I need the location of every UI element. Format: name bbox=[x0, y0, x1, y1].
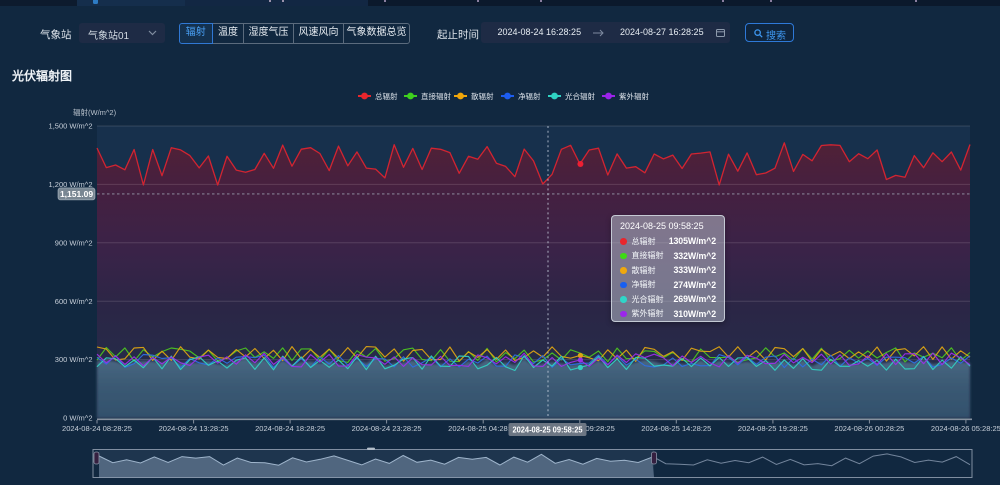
svg-text:1,200 W/m^2: 1,200 W/m^2 bbox=[49, 180, 93, 189]
svg-text:1,500 W/m^2: 1,500 W/m^2 bbox=[49, 122, 93, 131]
svg-text:2024-08-25 04:28:25: 2024-08-25 04:28:25 bbox=[448, 424, 518, 433]
svg-text:2024-08-24 08:28:25: 2024-08-24 08:28:25 bbox=[62, 424, 132, 433]
svg-text:散辐射: 散辐射 bbox=[471, 91, 494, 101]
svg-text:净辐射: 净辐射 bbox=[518, 91, 541, 101]
svg-text:1,151.09: 1,151.09 bbox=[60, 189, 93, 199]
svg-text:900 W/m^2: 900 W/m^2 bbox=[55, 238, 93, 247]
svg-text:300 W/m^2: 300 W/m^2 bbox=[55, 355, 93, 364]
svg-text:2024-08-24 23:28:25: 2024-08-24 23:28:25 bbox=[352, 424, 422, 433]
svg-text:2024-08-24 18:28:25: 2024-08-24 18:28:25 bbox=[255, 424, 325, 433]
svg-text:2024-08-25 09:58:25: 2024-08-25 09:58:25 bbox=[513, 426, 584, 435]
svg-text:2024-08-26 00:28:25: 2024-08-26 00:28:25 bbox=[834, 424, 904, 433]
svg-text:直接辐射: 直接辐射 bbox=[421, 91, 451, 101]
svg-text:2024-08-25 14:28:25: 2024-08-25 14:28:25 bbox=[641, 424, 711, 433]
svg-text:2024-08-25 19:28:25: 2024-08-25 19:28:25 bbox=[738, 424, 808, 433]
svg-text:紫外辐射: 紫外辐射 bbox=[619, 91, 649, 101]
svg-text:辐射(W/m^2): 辐射(W/m^2) bbox=[73, 107, 117, 117]
svg-text:总辐射: 总辐射 bbox=[375, 91, 398, 101]
svg-text:光合辐射: 光合辐射 bbox=[565, 91, 595, 101]
svg-text:600 W/m^2: 600 W/m^2 bbox=[55, 297, 93, 306]
svg-text:0 W/m^2: 0 W/m^2 bbox=[63, 414, 92, 423]
svg-text:2024-08-24 13:28:25: 2024-08-24 13:28:25 bbox=[159, 424, 229, 433]
svg-text:2024-08-26 05:28:25: 2024-08-26 05:28:25 bbox=[931, 424, 1000, 433]
